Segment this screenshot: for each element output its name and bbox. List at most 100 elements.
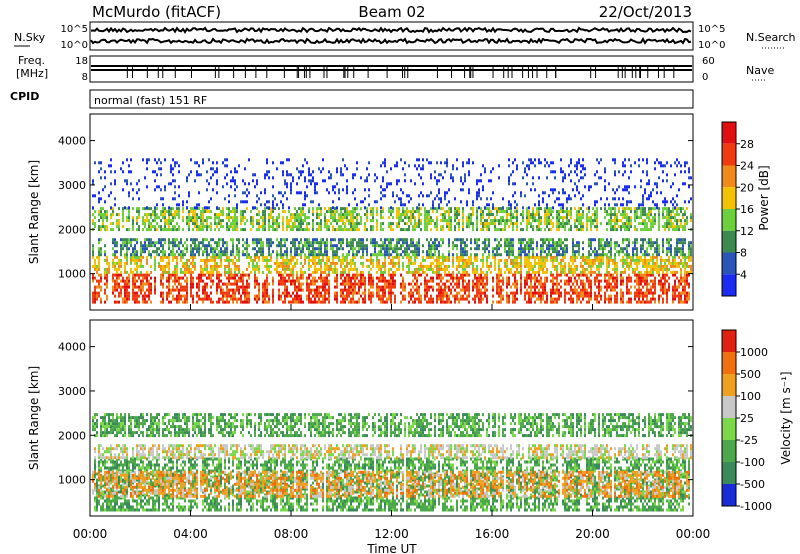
data-cell [364,279,366,283]
data-cell [174,216,176,220]
data-cell [92,297,94,301]
data-cell [570,255,572,259]
data-cell [372,285,374,289]
data-cell [348,213,350,217]
data-cell [226,297,228,301]
data-cell [292,225,294,229]
data-cell [450,228,452,232]
data-cell [124,255,126,259]
data-cell [444,216,446,220]
data-cell [176,276,178,280]
data-cell [324,213,326,217]
data-cell [492,285,494,289]
data-cell [424,216,426,220]
data-cell [286,261,288,265]
data-cell [228,264,230,268]
data-cell [380,300,382,304]
data-cell [412,216,414,220]
data-cell [358,297,360,301]
data-cell [330,247,332,251]
data-cell [334,216,336,220]
data-cell [388,255,390,259]
data-cell [162,282,164,286]
data-cell [164,270,166,274]
data-cell [530,264,532,268]
data-cell [390,285,392,289]
data-cell [288,264,290,268]
data-cell [172,238,174,242]
data-cell [554,300,556,304]
data-cell [420,207,422,211]
data-cell [434,247,436,251]
data-cell [538,282,540,286]
data-cell [394,250,396,254]
data-cell [148,250,150,254]
data-cell [258,291,260,295]
data-cell [550,288,552,292]
data-cell [104,225,106,229]
data-cell [436,244,438,248]
data-cell [670,261,672,265]
data-cell [470,253,472,257]
data-cell [258,285,260,289]
data-cell [218,264,220,268]
data-cell [526,273,528,277]
data-cell [372,261,374,265]
data-cell [354,276,356,280]
data-cell [594,247,596,251]
data-cell [210,276,212,280]
data-cell [400,213,402,217]
data-cell [384,258,386,262]
data-cell [216,276,218,280]
data-cell [428,222,430,226]
data-cell [558,282,560,286]
data-cell [498,228,500,232]
data-cell [466,282,468,286]
data-cell [590,244,592,248]
data-cell [630,276,632,280]
data-cell [690,241,692,245]
data-cell [610,238,612,242]
data-cell [402,238,404,242]
data-cell [222,297,224,301]
data-cell [538,270,540,274]
data-cell [426,273,428,277]
data-cell [344,294,346,298]
data-cell [442,228,444,232]
data-cell [242,282,244,286]
data-cell [234,225,236,229]
data-cell [206,267,208,271]
data-cell [388,210,390,214]
data-cell [638,288,640,292]
data-cell [424,210,426,214]
data-cell [230,222,232,226]
data-cell [222,210,224,214]
data-cell [526,247,528,251]
data-cell [520,261,522,265]
data-cell [264,219,266,223]
data-cell [226,258,228,262]
data-cell [126,219,128,223]
data-cell [238,288,240,292]
data-cell [668,285,670,289]
data-cell [286,291,288,295]
data-cell [436,238,438,242]
data-cell [600,261,602,265]
data-cell [370,258,372,262]
data-cell [310,300,312,304]
data-cell [212,253,214,257]
data-cell [644,253,646,257]
data-cell [174,297,176,301]
data-cell [290,213,292,217]
data-cell [172,273,174,277]
data-cell [172,285,174,289]
data-cell [134,250,136,254]
data-cell [340,247,342,251]
data-cell [622,294,624,298]
data-cell [294,241,296,245]
data-cell [668,241,670,245]
data-cell [360,279,362,283]
data-cell [210,300,212,304]
data-cell [530,300,532,304]
data-cell [662,291,664,295]
